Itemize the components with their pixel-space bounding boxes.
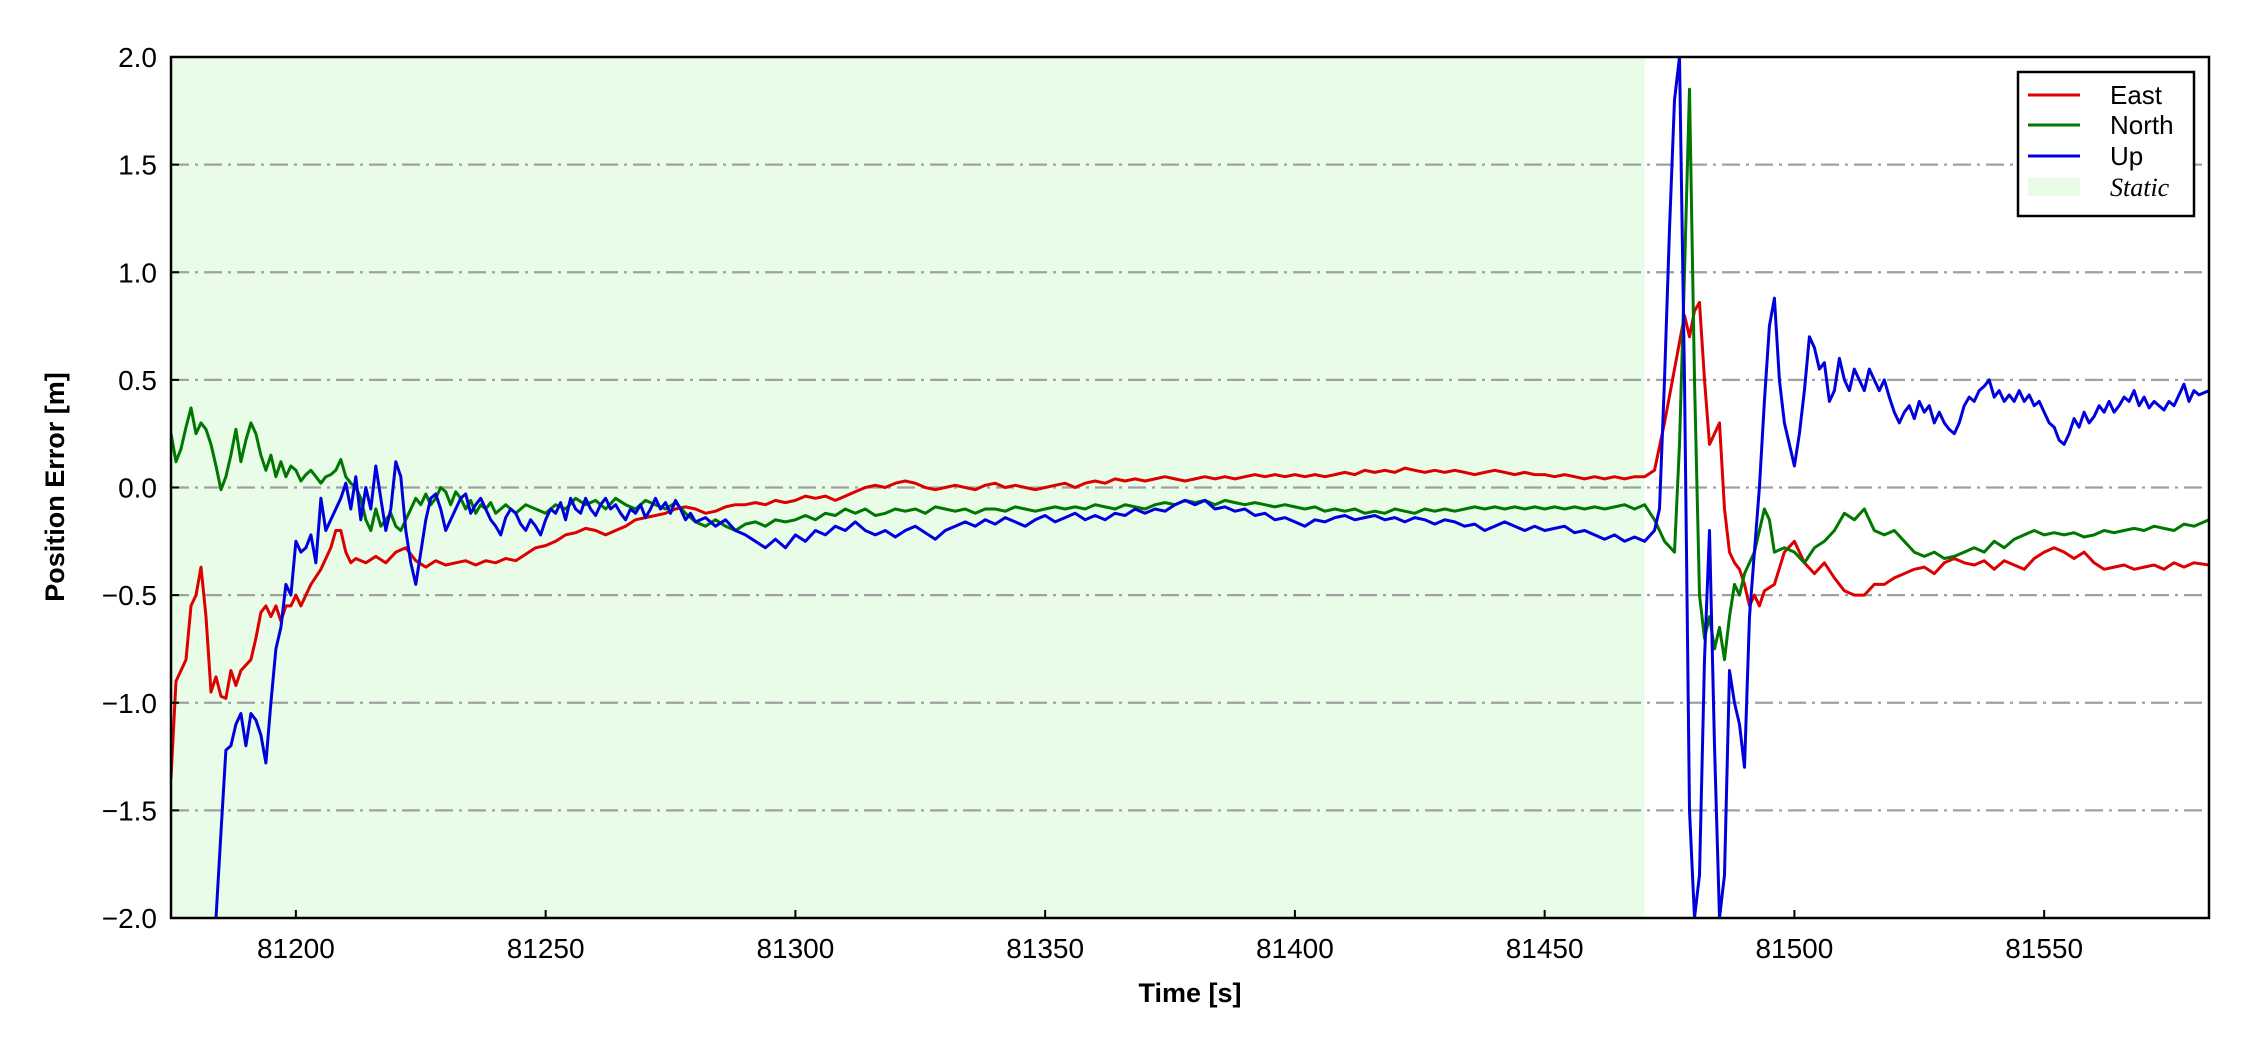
y-tick-label: 2.0: [118, 42, 157, 73]
legend: East North Up Static: [2016, 70, 2196, 218]
legend-swatch-static: [2028, 178, 2080, 196]
legend-label-east: East: [2110, 80, 2163, 110]
series-lines: [171, 57, 2209, 918]
x-tick-label: 81200: [257, 933, 335, 964]
y-tick-label: −1.0: [102, 688, 157, 719]
y-tick-label: 0.0: [118, 473, 157, 504]
axis-ticks: [171, 56, 2046, 919]
y-axis-title: Position Error [m]: [40, 372, 70, 602]
x-tick-label: 81550: [2005, 933, 2083, 964]
legend-label-north: North: [2110, 110, 2174, 140]
grid-lines: [171, 163, 2209, 812]
series-line-north: [171, 87, 2209, 662]
x-tick-label: 81250: [507, 933, 585, 964]
legend-label-static: Static: [2110, 173, 2170, 202]
y-tick-label: 1.0: [118, 257, 157, 288]
x-tick-label: 81300: [756, 933, 834, 964]
legend-label-up: Up: [2110, 141, 2143, 171]
y-tick-label: −1.5: [102, 795, 157, 826]
x-tick-label: 81400: [1256, 933, 1334, 964]
x-tick-label: 81500: [1755, 933, 1833, 964]
y-tick-label: −2.0: [102, 903, 157, 934]
y-tick-label: 1.5: [118, 150, 157, 181]
axis-tick-labels: 2.0 1.5 1.0 0.5 0.0 −0.5 −1.0 −1.5 −2.0 81200 8125…: [102, 42, 2083, 964]
y-tick-label: 0.5: [118, 365, 157, 396]
y-tick-label: −0.5: [102, 580, 157, 611]
x-tick-label: 81450: [1506, 933, 1584, 964]
series-line-up: [214, 57, 2209, 918]
x-tick-label: 81350: [1006, 933, 1084, 964]
x-axis-title: Time [s]: [1138, 978, 1241, 1008]
